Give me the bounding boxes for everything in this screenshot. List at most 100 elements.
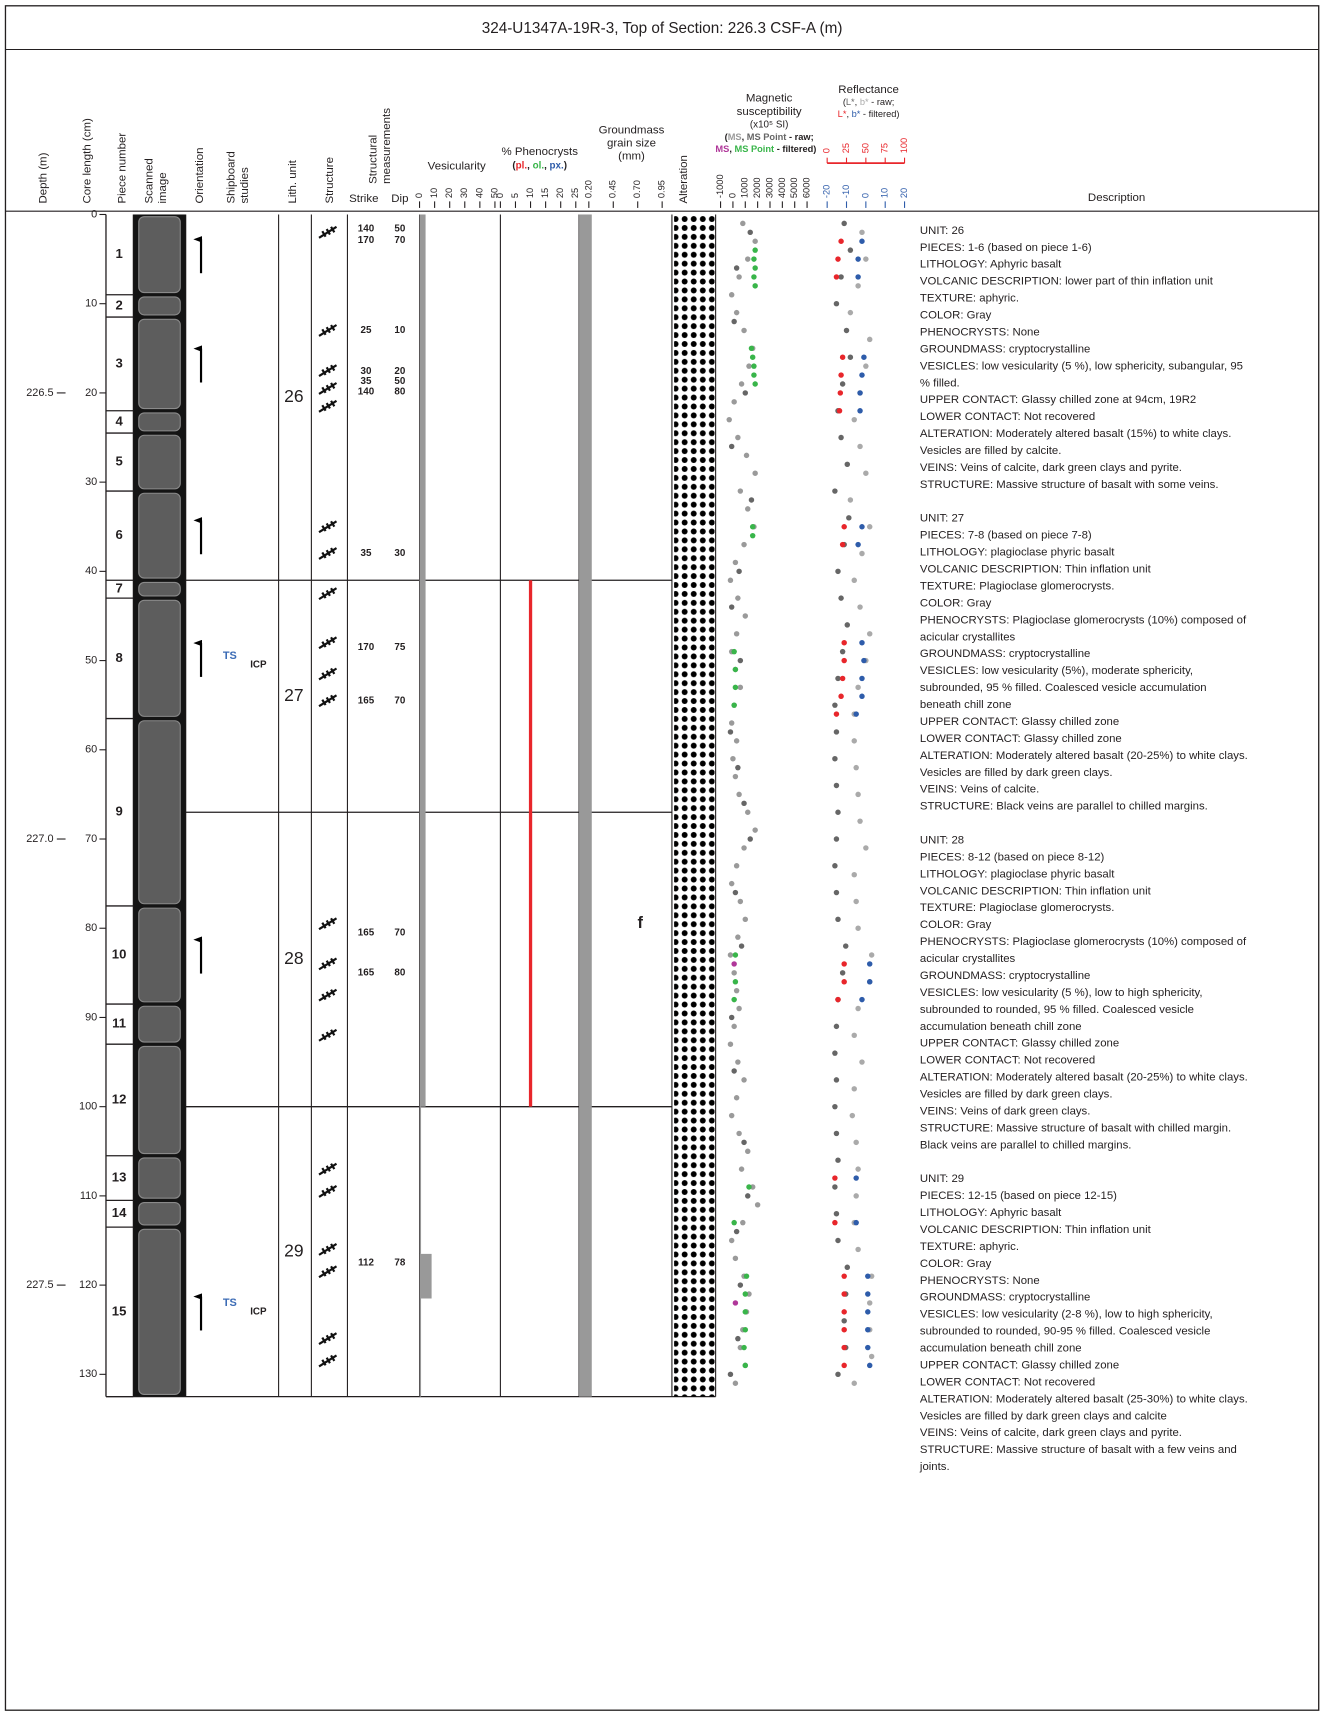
core-tick-label: 10	[85, 298, 97, 310]
reflectance-point	[835, 1237, 841, 1244]
ms-point	[749, 532, 756, 539]
reflectance-point	[839, 970, 846, 976]
ms-point	[745, 809, 751, 815]
reflectance-point	[865, 1273, 871, 1279]
reflectance-point	[857, 443, 863, 450]
phenocryst-key: (pl., ol., px.)	[512, 160, 567, 171]
reflectance-point	[832, 1050, 838, 1056]
scale-tick-label: 0.20	[583, 180, 593, 198]
ms-point	[751, 256, 757, 262]
column-header: (x10⁵ SI)	[750, 119, 788, 130]
piece-image	[138, 907, 181, 1003]
ms-point	[733, 265, 740, 271]
scale-tick-label: 20	[555, 188, 565, 198]
ms-point	[735, 595, 741, 601]
piece-image	[138, 1201, 181, 1226]
description-line: LITHOLOGY: Aphyric basalt	[920, 259, 1062, 271]
ms-point	[731, 1219, 737, 1226]
key-part: ,	[729, 144, 734, 154]
key-part: b*	[860, 97, 869, 107]
reflectance-key: L*, b* - filtered)	[838, 110, 900, 120]
reflectance-point	[835, 996, 841, 1003]
column-header: susceptibility	[737, 106, 802, 118]
structure-symbol	[318, 1243, 338, 1256]
column-header: Piece number	[116, 133, 128, 204]
description-line: LITHOLOGY: plagioclase phyric basalt	[920, 868, 1115, 880]
ms-point	[752, 470, 758, 476]
ms-point	[731, 996, 737, 1003]
description-line: PIECES: 8-12 (based on piece 8-12)	[920, 851, 1105, 863]
ms-point	[732, 559, 739, 566]
piece-image	[138, 1005, 181, 1043]
reflectance-point	[849, 1112, 856, 1119]
column-header: Scanned	[144, 158, 156, 203]
dip: 50	[394, 223, 405, 234]
piece-image	[138, 720, 181, 905]
reflectance-point	[835, 1371, 841, 1378]
structure-symbol	[318, 636, 338, 650]
piece-number: 7	[115, 581, 122, 596]
key-part: L*	[846, 97, 855, 107]
ms-point	[752, 265, 758, 271]
reflectance-point	[838, 595, 844, 601]
ms-point	[731, 961, 737, 967]
ms-point	[732, 952, 739, 958]
structure-symbol	[318, 1265, 338, 1279]
piece-image	[138, 412, 181, 432]
piece-image	[138, 1157, 181, 1199]
reflectance-point	[841, 1291, 847, 1297]
ms-point	[736, 1130, 742, 1137]
description-line: VEINS: Veins of dark green clays.	[920, 1105, 1090, 1117]
description-line: VOLCANIC DESCRIPTION: lower part of thin…	[920, 276, 1214, 288]
key-part: (	[512, 160, 516, 171]
ms-point	[732, 979, 739, 985]
ms-point	[731, 648, 737, 655]
reflectance-point	[832, 1184, 838, 1190]
reflectance-point	[841, 1344, 847, 1351]
scale-tick-label: 2000	[752, 177, 762, 198]
description-line: PIECES: 12-15 (based on piece 12-15)	[920, 1190, 1117, 1202]
depth-tick-label: 226.5	[26, 387, 53, 399]
reflectance-point	[843, 943, 849, 949]
ms-point	[754, 1202, 761, 1208]
reflectance-point	[855, 684, 861, 691]
reflectance-point	[857, 818, 863, 824]
reflectance-point	[851, 1086, 857, 1092]
core-tick-label: 130	[79, 1368, 97, 1380]
ms-point	[740, 220, 746, 227]
description-line: ALTERATION: Moderately altered basalt (2…	[920, 1393, 1248, 1405]
description-line: subrounded to rounded, 95 % filled. Coal…	[920, 1004, 1194, 1016]
ms-point	[735, 1059, 741, 1065]
dip: 70	[394, 695, 405, 706]
reflectance-point	[863, 845, 869, 851]
key-part: MS	[728, 132, 742, 142]
reflectance-point	[859, 693, 865, 699]
reflectance-point	[835, 809, 841, 815]
core-tick-label: 60	[85, 744, 97, 756]
column-header: image	[157, 172, 169, 203]
ms-point	[730, 755, 736, 762]
description-line: VEINS: Veins of calcite, dark green clay…	[920, 462, 1182, 474]
description-line: TEXTURE: aphyric.	[920, 1241, 1019, 1253]
reflectance-point	[865, 1309, 871, 1315]
scale-tick-label: 20	[899, 188, 909, 198]
piece-image	[138, 434, 181, 490]
description-line: LOWER CONTACT: Glassy chilled zone	[920, 733, 1122, 745]
scale-tick-label: 0.45	[608, 180, 618, 198]
reflectance-point	[859, 238, 865, 244]
shipboard-sample: ICP	[250, 660, 267, 671]
strike: 30	[361, 366, 372, 377]
description-line: UNIT: 27	[920, 513, 964, 525]
reflectance-point	[859, 372, 865, 378]
description-line: % filled.	[920, 377, 960, 389]
description-line: VOLCANIC DESCRIPTION: Thin inflation uni…	[920, 885, 1152, 897]
reflectance-point	[851, 577, 857, 584]
piece-number: 2	[115, 297, 122, 312]
reflectance-point	[833, 729, 840, 735]
scale-tick-label: 10	[429, 188, 439, 198]
dip: 70	[394, 235, 405, 246]
reflectance-point	[847, 497, 854, 503]
structure-symbol	[318, 364, 338, 378]
piece-image	[138, 216, 181, 294]
piece-image	[138, 492, 181, 579]
